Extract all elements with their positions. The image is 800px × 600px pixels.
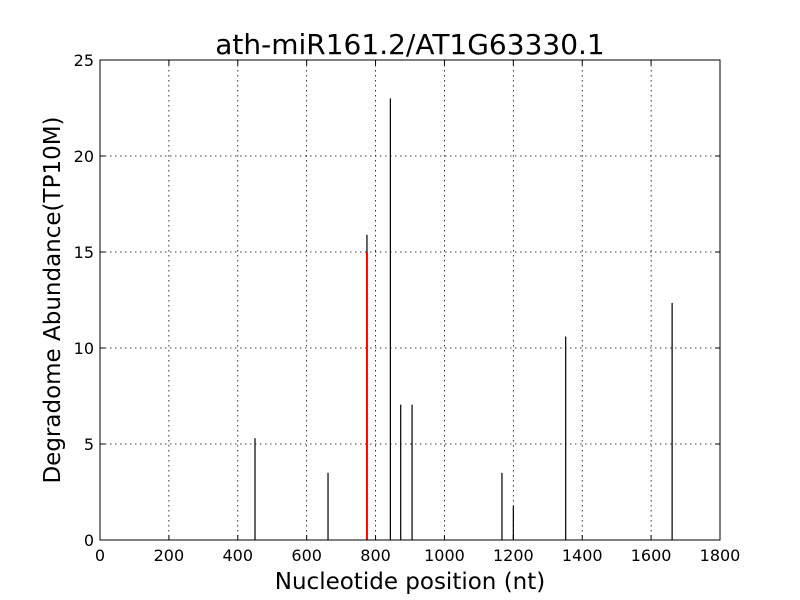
grid (100, 60, 720, 540)
ticks: 0 200 400 600 800 1000 1200 1400 1600 1800 0 5 10 15 2… (74, 51, 741, 565)
x-tick-label: 400 (223, 546, 254, 565)
x-axis-title: Nucleotide position (nt) (275, 569, 545, 595)
x-tick-label: 1000 (424, 546, 465, 565)
y-tick-label: 20 (74, 147, 94, 166)
y-tick-label: 25 (74, 51, 94, 70)
x-tick-label: 0 (95, 546, 105, 565)
y-axis-title: Degradome Abundance(TP10M) (40, 116, 66, 483)
y-tick-label: 0 (84, 531, 94, 550)
chart-title: ath-miR161.2/AT1G63330.1 (215, 28, 604, 61)
x-tick-label: 1600 (631, 546, 672, 565)
x-tick-label: 800 (360, 546, 391, 565)
x-tick-label: 600 (291, 546, 322, 565)
x-tick-label: 200 (154, 546, 185, 565)
x-tick-label: 1800 (700, 546, 741, 565)
y-tick-label: 5 (84, 435, 94, 454)
y-tick-label: 10 (74, 339, 94, 358)
plot-frame (99, 59, 721, 541)
y-tick-label: 15 (74, 243, 94, 262)
bars (254, 98, 673, 540)
x-tick-label: 1200 (493, 546, 534, 565)
x-tick-label: 1400 (562, 546, 603, 565)
